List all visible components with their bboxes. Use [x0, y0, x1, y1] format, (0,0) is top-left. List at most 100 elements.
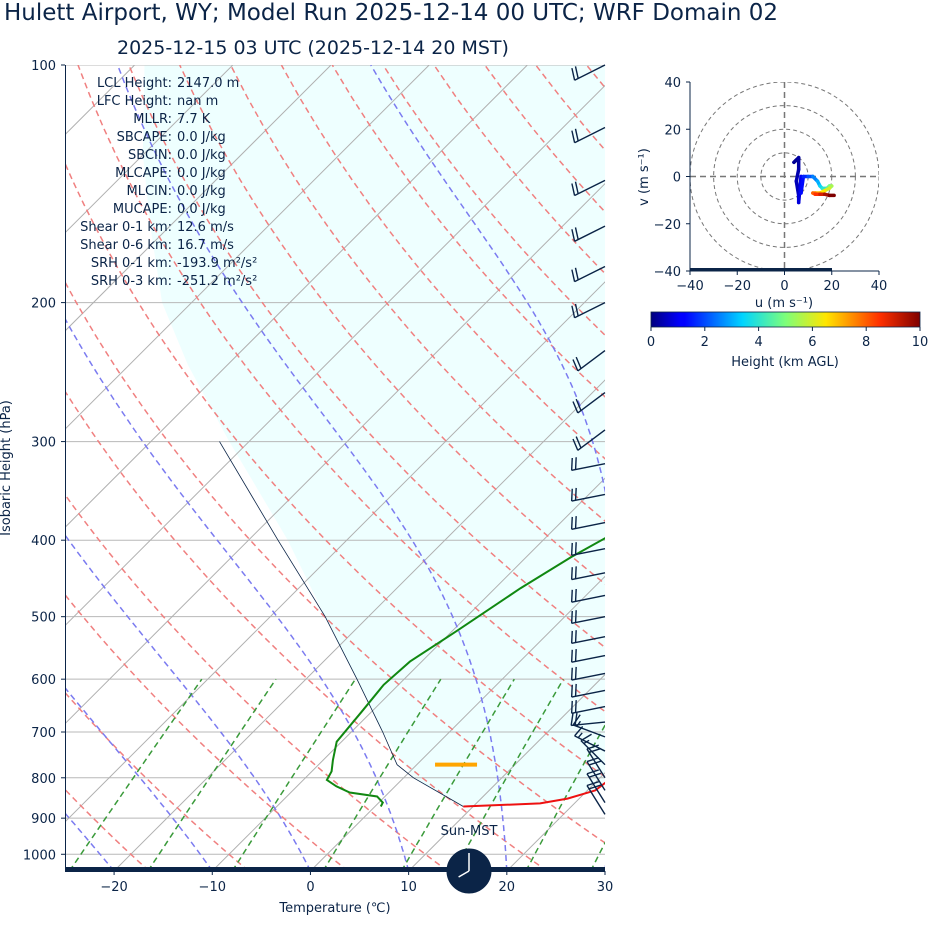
hodograph-trace	[792, 155, 836, 205]
stat-label: Shear 0-6 km:	[80, 238, 172, 253]
hodo-x-tick-label: −40	[676, 279, 703, 294]
isotherm-line	[65, 281, 605, 823]
barb-feather	[570, 457, 573, 471]
barb-feather	[574, 516, 577, 529]
wind-barb	[572, 714, 606, 738]
mixing-ratio-line	[453, 678, 565, 871]
stat-value: 0.0 J/kg	[177, 148, 226, 163]
hodograph-plot: −40 −20 0 20 40 −40 −20 0 20 40 u (m s⁻¹) v (m s⁻…	[637, 76, 887, 311]
wind-barb	[571, 301, 606, 319]
barb-feather	[571, 305, 576, 318]
moist-adiabat-line	[65, 811, 115, 871]
isotherm-line	[65, 65, 332, 332]
barb-feather	[574, 227, 579, 240]
stat-label: SRH 0-3 km:	[91, 274, 172, 289]
dry-adiabat-line	[65, 691, 249, 871]
barb-staff	[571, 654, 606, 663]
wind-barb	[570, 630, 606, 645]
hodo-y-label: v (m s⁻¹)	[637, 148, 652, 206]
barb-feather	[570, 488, 573, 502]
x-tick-label: 20	[499, 880, 516, 895]
colorbar-tick-label: 6	[808, 335, 816, 350]
wind-barb	[586, 781, 606, 815]
barb-feather	[570, 667, 573, 681]
y-tick-label: 700	[31, 726, 56, 741]
mixing-ratio-line	[589, 841, 605, 871]
barb-staff	[586, 773, 606, 803]
barb-half-feather	[583, 739, 590, 745]
barb-staff	[574, 179, 606, 197]
wind-barb	[571, 126, 606, 144]
stat-label: MLCAPE:	[115, 166, 172, 181]
dry-adiabat-line	[65, 280, 605, 844]
hodo-y-tick-label: 0	[673, 171, 681, 186]
barb-feather	[570, 713, 574, 726]
hodo-x-tick-label: 20	[823, 279, 840, 294]
colorbar-gradient	[650, 311, 921, 328]
dry-adiabat-line	[331, 65, 605, 398]
wind-barb	[570, 457, 606, 472]
y-axis-ticks: 100 200 300 400 500 600 700 800 900 1000	[23, 59, 65, 863]
y-tick-label: 600	[31, 673, 56, 688]
barb-feather	[570, 630, 573, 644]
barb-feather	[570, 516, 573, 530]
colorbar-tick-label: 2	[701, 335, 709, 350]
barb-feather	[574, 303, 579, 317]
height-colorbar: 0 2 4 6 8 10 Height (km AGL)	[647, 311, 928, 370]
barb-staff	[571, 689, 606, 698]
dry-adiabat-line	[128, 65, 605, 649]
mixing-ratio-line	[231, 678, 357, 871]
barb-half-feather	[577, 732, 583, 739]
wind-barb	[570, 566, 606, 581]
wind-barb	[572, 429, 606, 451]
wind-barb	[571, 225, 606, 242]
barb-staff	[586, 785, 606, 815]
clock-hour-hand	[458, 870, 470, 878]
y-tick-label: 200	[31, 297, 56, 312]
colorbar-tick-label: 8	[862, 335, 870, 350]
isotherm-line	[65, 65, 135, 136]
hodo-segment	[794, 167, 801, 183]
stat-value: 0.0 J/kg	[177, 202, 226, 217]
dry-adiabat-line	[65, 593, 349, 871]
moist-adiabat-line	[65, 317, 410, 871]
barb-feather	[580, 733, 592, 742]
wind-barb	[586, 769, 606, 803]
barb-feather	[588, 772, 602, 778]
barb-staff	[571, 672, 606, 681]
dry-adiabat-line	[790, 65, 928, 871]
barb-staff	[574, 225, 606, 242]
barb-feather	[575, 356, 582, 369]
mixing-ratio-line	[68, 678, 203, 871]
dry-adiabat-line	[65, 493, 449, 871]
hodograph-rings	[690, 82, 879, 271]
barb-feather	[574, 610, 577, 623]
hodo-y-tick-label: 20	[664, 123, 681, 138]
y-tick-label: 900	[31, 812, 56, 827]
dry-adiabat-line	[739, 65, 928, 871]
barb-feather	[570, 684, 573, 698]
barb-feather	[574, 267, 579, 281]
mixing-ratio-line	[147, 678, 277, 871]
wind-barb	[580, 733, 606, 766]
hodo-y-tick-label: −40	[654, 265, 681, 280]
wind-barb	[572, 349, 606, 372]
barb-feather	[574, 712, 578, 726]
stat-label: MLLR:	[133, 112, 172, 127]
barb-feather	[571, 269, 576, 282]
parcel-profile	[219, 441, 464, 807]
parcel-line	[219, 441, 464, 807]
isotherm-line	[65, 65, 234, 234]
barb-staff	[580, 740, 606, 766]
isotherm-line	[65, 84, 605, 627]
stat-value: 16.7 m/s	[177, 238, 234, 253]
barb-staff	[586, 761, 606, 791]
wind-barb	[570, 516, 606, 530]
barb-staff	[571, 521, 606, 530]
barb-staff	[577, 429, 606, 451]
barb-feather	[575, 398, 582, 411]
hodo-x-tick-label: 40	[871, 279, 888, 294]
moist-adiabat-line	[65, 533, 312, 871]
stat-label: Shear 0-1 km:	[80, 220, 172, 235]
